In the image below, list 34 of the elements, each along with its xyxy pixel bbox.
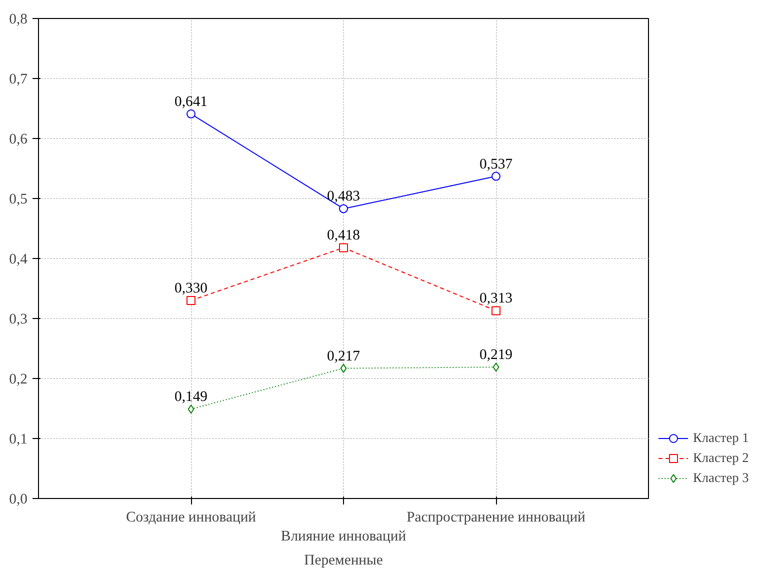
data-label: 0,537 <box>480 156 512 172</box>
data-label: 0,483 <box>327 188 360 205</box>
data-label: 0,149 <box>174 389 208 406</box>
point <box>492 172 500 181</box>
x-tick-label: Распространение инноваций <box>406 510 586 526</box>
data-label: 0,313 <box>480 290 512 307</box>
y-tick-label: 0,0 <box>9 492 28 508</box>
point <box>492 306 500 316</box>
y-tick-label: 0,4 <box>9 252 28 268</box>
data-label: 0,217 <box>327 348 360 364</box>
x-tick-label: Влияние инноваций <box>280 528 406 545</box>
y-tick-label: 0,7 <box>9 72 28 88</box>
data-label: 0,219 <box>480 347 512 364</box>
y-tick-label: 0,3 <box>9 312 28 328</box>
data-label: 0,330 <box>174 280 208 296</box>
point <box>186 109 196 118</box>
point <box>186 296 196 305</box>
data-label: 0,641 <box>174 94 208 110</box>
point <box>340 364 347 373</box>
legend-label: Кластер 1 <box>693 430 749 446</box>
data-label: 0,418 <box>327 228 360 244</box>
legend-label: Кластер 2 <box>693 450 749 466</box>
x-tick-label: Создание инноваций <box>126 510 256 526</box>
y-tick-label: 0,2 <box>9 372 28 388</box>
x-axis-title: Переменные <box>304 552 383 569</box>
point <box>492 362 500 372</box>
point <box>339 243 348 252</box>
legend-label: Кластер 3 <box>693 470 749 486</box>
y-tick-label: 0,1 <box>9 432 28 448</box>
y-tick-label: 0,8 <box>9 12 28 28</box>
y-tick-label: 0,6 <box>9 132 28 148</box>
point <box>339 204 348 214</box>
point <box>188 404 194 414</box>
y-tick-label: 0,5 <box>9 192 28 208</box>
